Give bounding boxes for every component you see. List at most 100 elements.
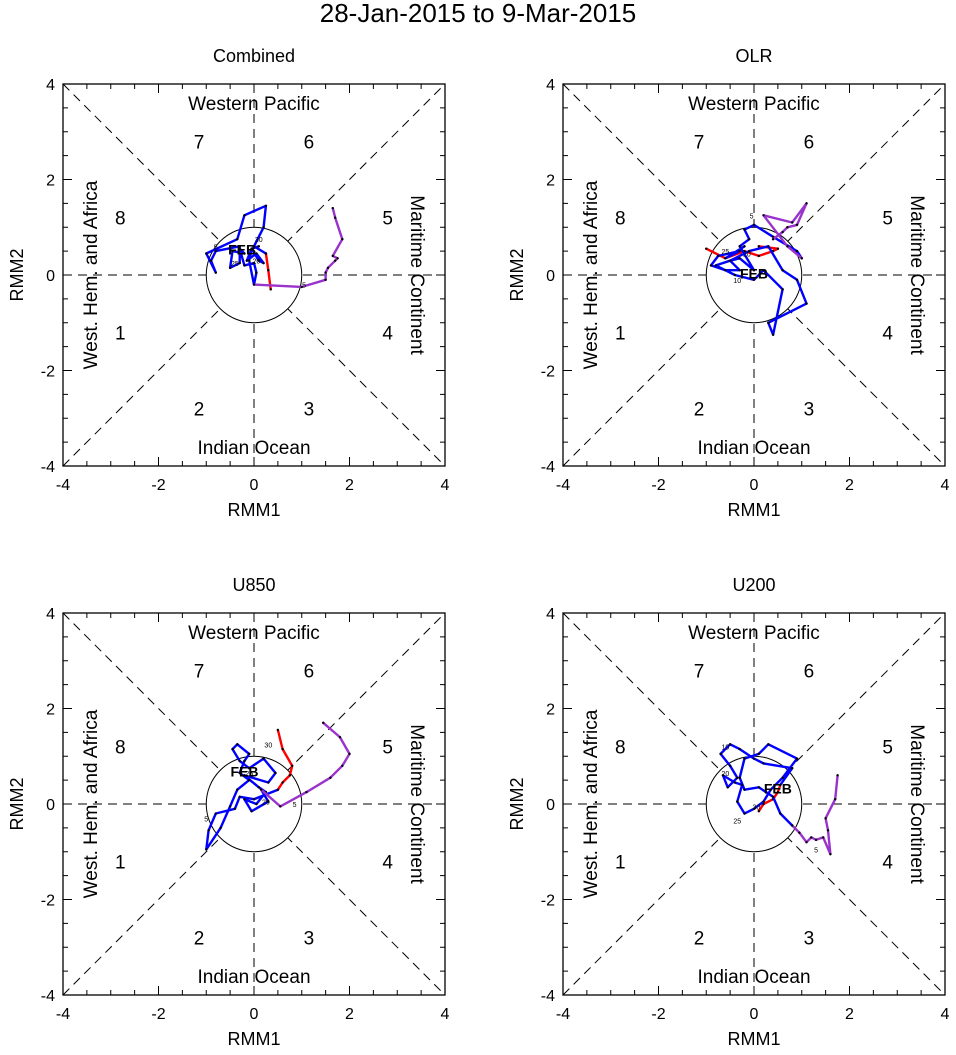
series-point-mar: [822, 836, 825, 839]
series-point-mar: [252, 283, 256, 286]
series-point-feb: [767, 743, 770, 746]
x-tick-label: 2: [845, 477, 854, 494]
chart-panel-4: U200 -4-4 -2 -2 0 0 2 2 4 4 RMM1 RMM2 Western Pacifi…: [507, 575, 950, 1049]
x-tick-label: 4: [441, 1006, 450, 1023]
day-label: 30: [255, 237, 263, 244]
series-point-feb: [743, 228, 746, 231]
series-point-feb: [231, 747, 234, 751]
phase-number-4: 4: [382, 852, 393, 873]
phase-number-4: 4: [382, 323, 393, 344]
series-point-mar: [791, 824, 794, 827]
chart-panel-3: U850 -4-4 -2 -2 0 0 2 2 4 4 RMM1 RMM2 Western Pacifi…: [7, 575, 450, 1049]
phase-number-6: 6: [304, 661, 315, 682]
y-tick-label: -2: [41, 364, 55, 381]
series-point-feb: [795, 249, 799, 253]
series-point-mar: [279, 805, 282, 808]
series-point-feb: [236, 788, 239, 791]
day-label: 5: [814, 847, 818, 854]
series-line-feb: [205, 204, 268, 286]
phase-number-8: 8: [115, 738, 126, 759]
x-tick-label: 4: [941, 1006, 950, 1023]
series-point-jan: [288, 774, 292, 777]
day-label: 20: [721, 771, 729, 778]
series-point-feb: [805, 302, 808, 305]
x-tick-label: -2: [151, 1006, 165, 1023]
day-label: 25: [231, 261, 239, 268]
series-point-mar: [762, 214, 765, 217]
series-point-feb: [250, 247, 253, 250]
phase-number-4: 4: [882, 323, 893, 344]
series-point-feb: [238, 795, 241, 799]
series-point-mar: [786, 226, 789, 229]
phase-number-1: 1: [115, 323, 126, 344]
series-point-feb: [738, 257, 741, 260]
series-point-feb: [264, 252, 268, 255]
y-tick-label: -2: [41, 893, 55, 910]
series-point-mar: [341, 764, 344, 767]
series-point-mar: [259, 788, 263, 791]
series-point-feb: [728, 259, 732, 262]
series-point-mar: [833, 798, 837, 801]
panel-title: Combined: [213, 46, 295, 66]
y-tick-label: 4: [546, 77, 555, 94]
series-point-jan: [281, 781, 284, 784]
series-point-jan: [757, 245, 760, 248]
x-tick-label: 4: [941, 477, 950, 494]
series-point-feb: [709, 264, 713, 267]
series-point-feb: [228, 266, 232, 270]
series-point-jan: [705, 247, 708, 250]
series-point-mar: [300, 285, 303, 289]
series-point-feb: [743, 757, 746, 760]
y-tick-label: -2: [541, 364, 555, 381]
series-point-feb: [219, 826, 222, 830]
series-point-mar: [791, 221, 794, 224]
series-point-feb: [762, 762, 765, 765]
month-label-feb: FEB: [228, 242, 256, 258]
series-point-feb: [769, 788, 772, 791]
series-point-feb: [243, 214, 246, 217]
region-label-bottom: Indian Ocean: [197, 438, 310, 459]
series-point-mar: [331, 254, 334, 258]
region-label-bottom: Indian Ocean: [697, 967, 810, 988]
region-label-top: Western Pacific: [188, 623, 320, 644]
series-point-feb: [752, 223, 756, 227]
chart-panel-2: OLR -4-4 -2 -2 0 0 2 2 4 4 RMM1 RMM2 Western Pacific…: [507, 46, 950, 520]
series-point-feb: [743, 812, 746, 815]
region-label-top: Western Pacific: [688, 623, 820, 644]
region-label-right: Maritime Continent: [406, 195, 427, 355]
phase-number-7: 7: [194, 132, 205, 153]
x-tick-label: 0: [250, 1006, 259, 1023]
series-point-feb: [243, 264, 246, 267]
x-axis-label: RMM1: [228, 1029, 281, 1049]
series-point-feb: [267, 781, 270, 784]
series-point-feb: [781, 288, 784, 291]
y-tick-label: -2: [541, 893, 555, 910]
series-point-mar: [322, 721, 325, 725]
series-point-feb: [795, 278, 799, 281]
x-tick-label: 0: [750, 1006, 759, 1023]
series-point-feb: [714, 264, 717, 267]
phase-number-5: 5: [382, 209, 393, 230]
series-point-feb: [205, 848, 208, 851]
month-label-feb: FEB: [764, 780, 792, 796]
phase-number-2: 2: [194, 929, 205, 950]
region-label-right: Maritime Continent: [906, 724, 927, 884]
series-point-feb: [231, 249, 234, 253]
series-point-feb: [243, 798, 246, 801]
region-label-top: Western Pacific: [188, 94, 320, 115]
series-point-jan: [776, 790, 780, 794]
series-point-feb: [228, 805, 232, 808]
phase-number-8: 8: [615, 209, 626, 230]
series-point-mar: [786, 245, 789, 248]
series-point-feb: [233, 807, 237, 810]
y-tick-label: 2: [546, 173, 555, 190]
series-point-feb: [238, 771, 241, 775]
series-point-mar: [771, 237, 775, 241]
region-label-left: West. Hem. and Africa: [81, 709, 102, 898]
phase-number-3: 3: [804, 400, 815, 421]
day-label: 5: [302, 283, 306, 290]
series-point-feb: [238, 247, 241, 250]
series-point-jan: [757, 254, 760, 258]
series-point-feb: [245, 259, 249, 262]
